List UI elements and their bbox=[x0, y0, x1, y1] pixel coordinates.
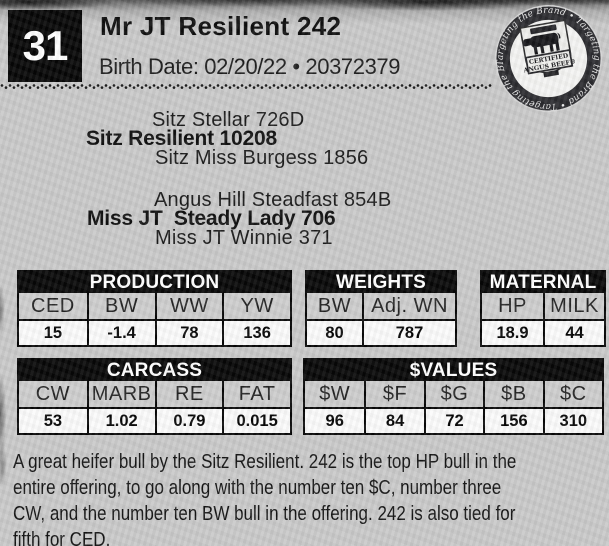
dollar-values-col-b: $B bbox=[483, 381, 542, 407]
dollar-values-col-f: $F bbox=[364, 381, 423, 407]
dollar-values-val-b: 156 bbox=[483, 409, 542, 433]
pedigree-sire-dam: Sitz Miss Burgess 1856 bbox=[155, 147, 369, 169]
maternal-table: MATERNAL HP MILK 18.9 44 bbox=[480, 270, 606, 347]
certified-angus-beef-logo: Targeting the Brand • Targeting the Bran… bbox=[492, 2, 605, 115]
dollar-values-table: $VALUES $W $F $G $B $C 96 84 72 156 310 bbox=[303, 358, 604, 435]
pedigree-sire: Sitz Resilient 10208 bbox=[86, 127, 277, 150]
carcass-col-fat: FAT bbox=[222, 381, 290, 407]
production-val-ww: 78 bbox=[154, 321, 223, 345]
dollar-values-header-row: $W $F $G $B $C bbox=[305, 381, 602, 407]
carcass-val-marb: 1.02 bbox=[86, 409, 155, 433]
production-table: PRODUCTION CED BW WW YW 15 -1.4 78 136 bbox=[17, 270, 292, 347]
maternal-col-hp: HP bbox=[498, 295, 527, 317]
crest-banner bbox=[524, 49, 574, 75]
weights-table: WEIGHTS BW Adj. WN 80 787 bbox=[305, 270, 457, 347]
lot-description: A great heifer bull by the Sitz Resilien… bbox=[13, 449, 609, 546]
weights-val-bw: 80 bbox=[325, 324, 344, 342]
weights-col-adj-wn: Adj. WN bbox=[362, 293, 455, 319]
description-line: fifth for CED. bbox=[13, 529, 111, 546]
carcass-table: CARCASS CW MARB RE FAT 53 1.02 0.79 0.01… bbox=[17, 358, 292, 435]
description-line: entire offering, to go along with the nu… bbox=[13, 477, 502, 499]
weights-values-row: 80 787 bbox=[307, 319, 455, 345]
dollar-values-table-title: $VALUES bbox=[305, 360, 602, 381]
cow-silhouette-icon bbox=[523, 32, 561, 55]
description-line: A great heifer bull by the Sitz Resilien… bbox=[13, 451, 517, 473]
carcass-val-cw: 53 bbox=[43, 412, 63, 430]
carcass-val-re: 0.79 bbox=[154, 409, 223, 433]
production-val-ced: 15 bbox=[43, 324, 63, 342]
carcass-col-marb: MARB bbox=[86, 381, 155, 407]
maternal-values-row: 18.9 44 bbox=[482, 319, 604, 345]
pedigree-dam-dam: Miss JT Winnie 371 bbox=[155, 227, 333, 249]
production-header-row: CED BW WW YW bbox=[19, 293, 290, 319]
production-val-yw: 136 bbox=[222, 321, 290, 345]
dollar-values-val-c: 310 bbox=[542, 409, 602, 433]
maternal-col-milk: MILK bbox=[543, 293, 604, 319]
carcass-values-row: 53 1.02 0.79 0.015 bbox=[19, 407, 290, 433]
production-col-yw: YW bbox=[222, 293, 290, 319]
maternal-val-hp: 18.9 bbox=[496, 324, 529, 342]
animal-name-title: Mr JT Resilient 242 bbox=[100, 11, 342, 41]
dollar-values-values-row: 96 84 72 156 310 bbox=[305, 407, 602, 433]
weights-header-row: BW Adj. WN bbox=[307, 293, 455, 319]
dotted-divider bbox=[0, 84, 492, 89]
production-col-bw: BW bbox=[86, 293, 155, 319]
production-col-ww: WW bbox=[154, 293, 223, 319]
production-col-ced: CED bbox=[31, 295, 75, 317]
pedigree-dam-sire: Angus Hill Steadfast 854B bbox=[154, 189, 392, 211]
dollar-values-col-w: $W bbox=[319, 383, 351, 405]
dollar-values-val-f: 84 bbox=[364, 409, 423, 433]
pedigree-sire-sire: Sitz Stellar 726D bbox=[152, 109, 305, 131]
production-values-row: 15 -1.4 78 136 bbox=[19, 319, 290, 345]
description-line: CW, and the number ten BW bull in the of… bbox=[13, 503, 516, 525]
carcass-col-cw: CW bbox=[35, 383, 71, 405]
production-val-bw: -1.4 bbox=[86, 321, 155, 345]
carcass-table-title: CARCASS bbox=[19, 360, 290, 381]
dollar-values-val-g: 72 bbox=[423, 409, 483, 433]
lot-number: 31 bbox=[22, 22, 69, 69]
lot-number-box: 31 bbox=[8, 10, 82, 82]
weights-val-adj-wn: 787 bbox=[362, 321, 455, 345]
dollar-values-col-c: $C bbox=[542, 381, 602, 407]
production-table-title: PRODUCTION bbox=[19, 272, 290, 293]
carcass-header-row: CW MARB RE FAT bbox=[19, 381, 290, 407]
pedigree-dam: Miss JT Steady Lady 706 bbox=[87, 207, 336, 230]
crest-top-plaque bbox=[530, 24, 557, 35]
maternal-val-milk: 44 bbox=[543, 321, 604, 345]
weights-col-bw: BW bbox=[317, 295, 352, 317]
dollar-values-col-g: $G bbox=[423, 381, 483, 407]
crest-bottom-tab bbox=[543, 69, 560, 78]
weights-table-title: WEIGHTS bbox=[307, 272, 455, 293]
maternal-table-title: MATERNAL bbox=[482, 272, 604, 293]
carcass-val-fat: 0.015 bbox=[222, 409, 290, 433]
maternal-header-row: HP MILK bbox=[482, 293, 604, 319]
birth-date-registration: Birth Date: 02/20/22 • 20372379 bbox=[99, 54, 401, 79]
carcass-col-re: RE bbox=[154, 381, 223, 407]
dollar-values-val-w: 96 bbox=[325, 412, 344, 430]
scan-smudge-left bbox=[0, 275, 12, 490]
